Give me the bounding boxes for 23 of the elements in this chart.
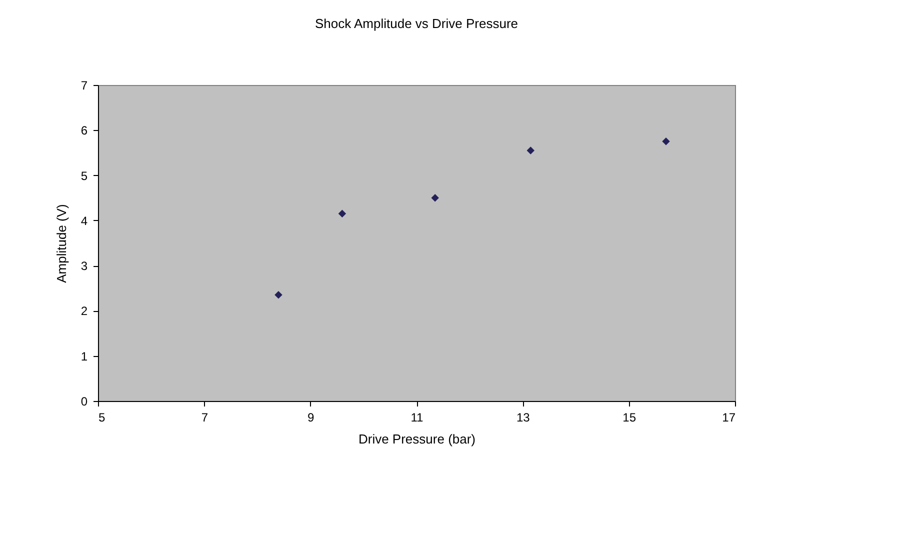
point [662, 138, 670, 146]
x-tick-label: 13 [516, 410, 530, 424]
x-tick-label: 11 [410, 410, 424, 424]
x-tick-label: 9 [307, 410, 314, 424]
x-tick-label: 7 [201, 410, 208, 424]
y-tick-label: 3 [80, 259, 88, 274]
y-tick-label: 4 [80, 214, 88, 228]
y-tick-label: 5 [80, 168, 88, 183]
y-tick-label: 2 [80, 304, 88, 318]
y-axis-title: Amplitude (V) [54, 204, 69, 283]
point [526, 146, 534, 154]
point [338, 210, 346, 218]
chart-title: Shock Amplitude vs Drive Pressure [314, 16, 518, 31]
x-tick-label: 17 [722, 410, 736, 424]
y-tick-label: 7 [80, 78, 88, 92]
point [431, 194, 439, 202]
y-tick-label: 1 [80, 349, 88, 364]
x-tick-label: 5 [98, 410, 106, 424]
x-tick-label: 15 [622, 410, 636, 424]
point [274, 291, 282, 299]
x-axis-title: Drive Pressure (bar) [358, 432, 476, 446]
y-tick-label: 6 [80, 124, 88, 138]
y-tick-label: 0 [80, 394, 88, 408]
